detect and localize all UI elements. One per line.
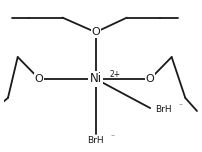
Text: O: O [91,27,100,37]
Text: Ni: Ni [89,72,101,85]
Text: 2+: 2+ [109,70,120,79]
Text: O: O [145,74,154,84]
Text: ⁻: ⁻ [110,132,114,141]
Text: O: O [35,74,43,84]
Text: BrH: BrH [155,105,171,114]
Text: BrH: BrH [87,136,103,145]
Text: ⁻: ⁻ [178,101,182,110]
